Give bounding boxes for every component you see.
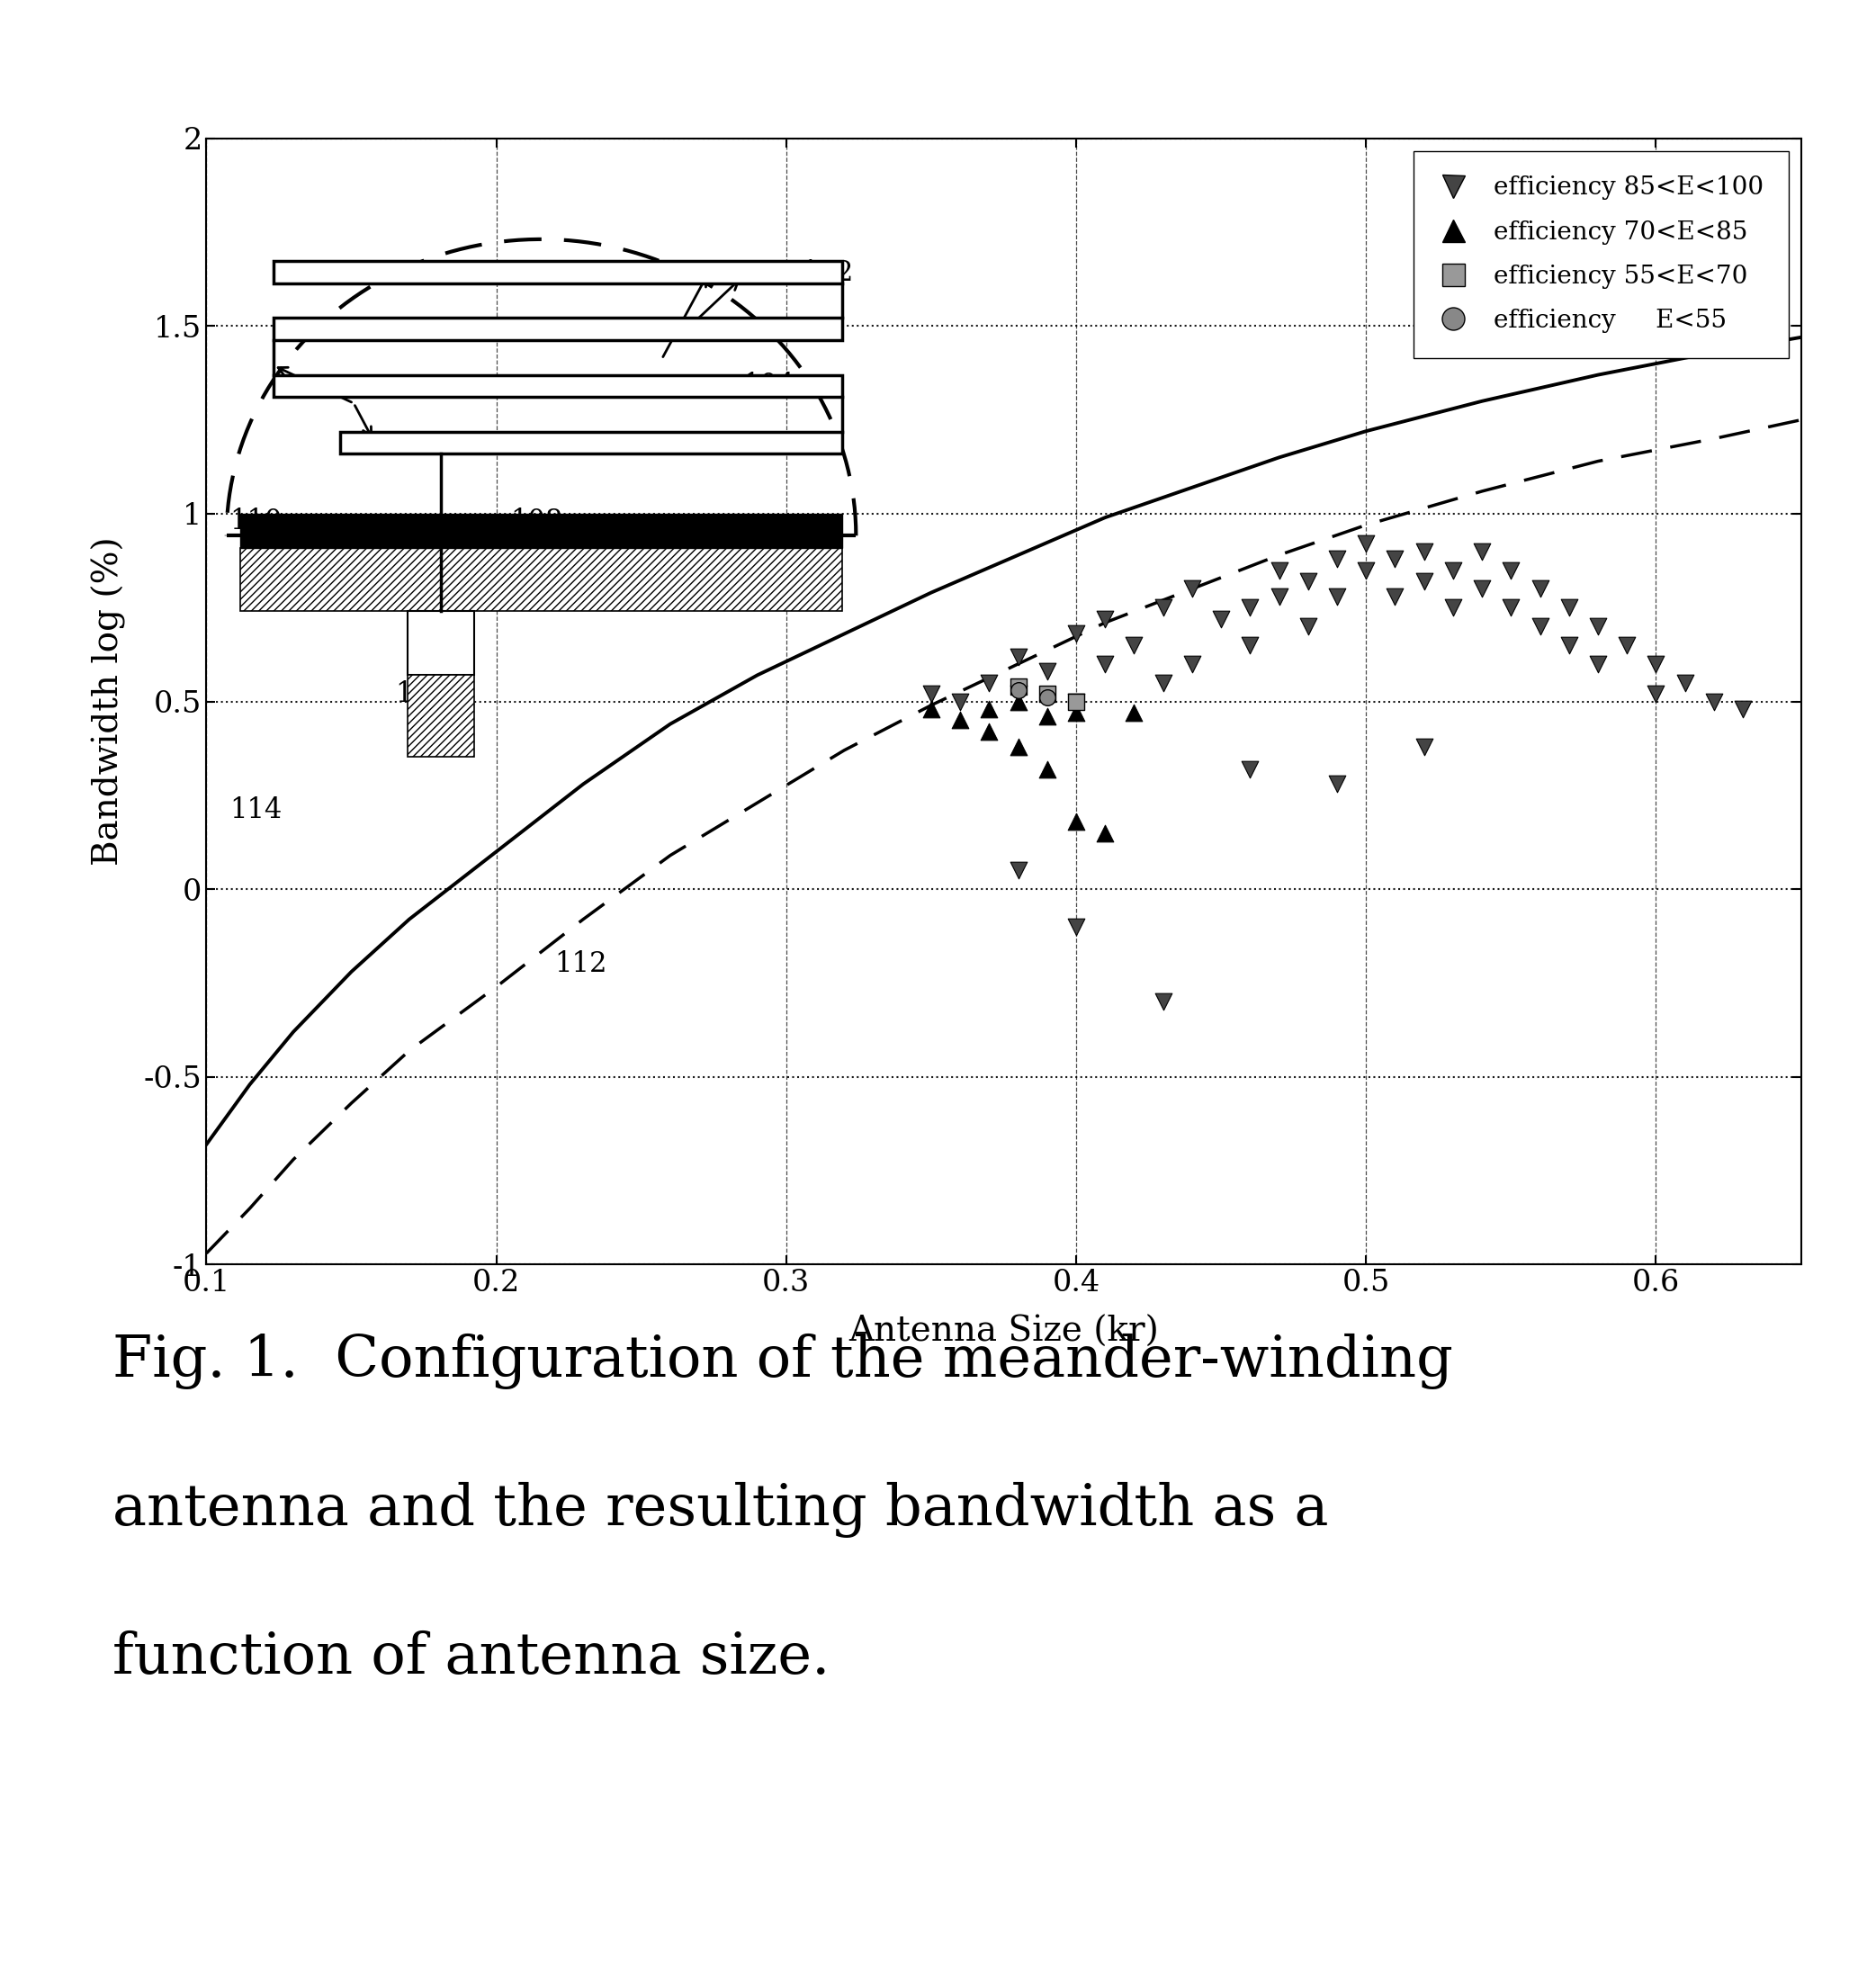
Text: 106: 106 [394,680,446,707]
Point [1381,581,1411,613]
Text: 112: 112 [553,950,608,978]
Point [1381,543,1411,575]
Point [1090,818,1120,850]
Point [1553,628,1583,660]
Point [1032,656,1062,688]
Point [1525,573,1555,605]
Y-axis label: Bandwidth log (%): Bandwidth log (%) [92,537,126,865]
Point [1148,593,1178,624]
Point [1670,668,1700,700]
Text: Fig. 1.  Configuration of the meander-winding: Fig. 1. Configuration of the meander-win… [113,1334,1454,1389]
Point [974,715,1004,747]
Point [1728,694,1758,725]
Point [1323,769,1353,800]
Point [1351,528,1381,559]
Text: 114: 114 [229,796,281,824]
Text: 110: 110 [229,508,281,535]
Point [1293,565,1323,597]
Point [1004,670,1034,701]
Point [1495,593,1525,624]
Point [1583,611,1613,642]
Point [1553,593,1583,624]
Point [1090,648,1120,680]
Point [1439,593,1469,624]
Point [1004,674,1034,705]
Point [1439,553,1469,585]
Point [1467,535,1497,567]
Point [1323,581,1353,613]
Point [1234,753,1264,784]
Point [1409,535,1439,567]
Text: 102: 102 [801,259,854,287]
Point [1642,648,1672,680]
Point [1062,618,1092,650]
Point [1700,686,1730,717]
Point [1120,628,1150,660]
Point [1351,553,1381,585]
Point [1525,611,1555,642]
Point [1090,603,1120,634]
Point [1032,753,1062,784]
Point [1409,731,1439,763]
Point [1062,911,1092,943]
Point [1611,628,1642,660]
Point [946,686,976,717]
Point [1293,611,1323,642]
Point [974,668,1004,700]
Point [915,694,946,725]
Point [1264,581,1294,613]
Point [1264,553,1294,585]
Point [1004,678,1034,709]
Point [915,678,946,709]
Point [1583,648,1613,680]
Point [1004,640,1034,672]
Point [1120,698,1150,729]
Point [1495,553,1525,585]
Point [1032,701,1062,733]
X-axis label: Antenna Size (kr): Antenna Size (kr) [848,1316,1159,1348]
Point [1004,731,1034,763]
Point [1032,682,1062,713]
Text: 104: 104 [743,371,795,399]
Point [1234,628,1264,660]
Legend: efficiency 85<E<100, efficiency 70<E<85, efficiency 55<E<70, efficiency     E<55: efficiency 85<E<100, efficiency 70<E<85,… [1413,150,1788,358]
Point [1206,603,1236,634]
Point [946,705,976,737]
Point [1032,678,1062,709]
Text: 108: 108 [510,508,563,535]
Point [1062,698,1092,729]
Point [1148,986,1178,1018]
Point [1409,565,1439,597]
Text: function of antenna size.: function of antenna size. [113,1630,829,1686]
Point [1234,593,1264,624]
Point [1004,686,1034,717]
Point [1062,686,1092,717]
Point [1642,678,1672,709]
Point [1323,543,1353,575]
Point [1004,854,1034,885]
Point [1176,573,1206,605]
Point [1062,806,1092,838]
Point [1062,686,1092,717]
Point [1176,648,1206,680]
Point [1148,668,1178,700]
Point [974,694,1004,725]
Point [1467,573,1497,605]
Text: antenna and the resulting bandwidth as a: antenna and the resulting bandwidth as a [113,1482,1328,1537]
